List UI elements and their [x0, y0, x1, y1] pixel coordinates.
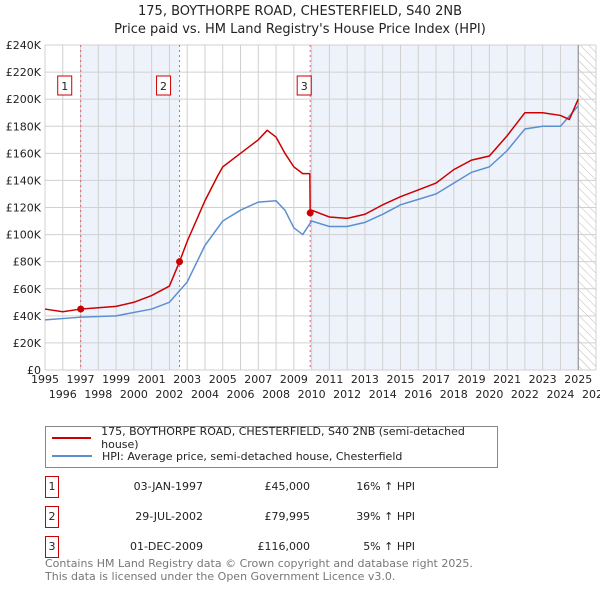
- sale-number: 1: [45, 476, 59, 498]
- x-tick-label: 2014: [369, 388, 397, 401]
- sale-date: 03-JAN-1997: [133, 480, 203, 493]
- price-paid-line: [44, 98, 579, 313]
- y-tick-label: £200K: [6, 93, 42, 106]
- x-tick-label: 2010: [298, 388, 326, 401]
- x-tick-label: 2020: [475, 388, 503, 401]
- y-tick-label: £160K: [6, 147, 42, 160]
- x-tick-label: 2024: [546, 388, 574, 401]
- y-tick-label: £0: [27, 364, 41, 377]
- x-tick-label: 2026: [582, 388, 600, 401]
- sale-label-3: 3: [301, 80, 308, 93]
- x-tick-label: 2019: [458, 373, 486, 386]
- x-tick-label: 2023: [529, 373, 557, 386]
- x-tick-label: 2009: [280, 373, 308, 386]
- sale-point-3: [306, 209, 314, 217]
- y-tick-label: £60K: [13, 283, 42, 296]
- y-tick-label: £20K: [13, 337, 42, 350]
- sale-hpi-diff: 39% ↑ HPI: [356, 510, 415, 523]
- legend-label-hpi: HPI: Average price, semi-detached house,…: [102, 449, 403, 463]
- x-tick-label: 2018: [440, 388, 468, 401]
- footer-line-2: This data is licensed under the Open Gov…: [45, 570, 396, 583]
- x-tick-label: 1995: [31, 373, 59, 386]
- x-tick-label: 2021: [493, 373, 521, 386]
- legend-blue-line: [52, 455, 92, 457]
- sale-price: £45,000: [264, 480, 311, 493]
- sale-number: 2: [45, 506, 59, 528]
- legend-red-line: [52, 437, 92, 439]
- sale-label-box-1: [57, 75, 73, 96]
- sale-row: 2 29-JUL-2002 £79,995 39% ↑ HPI: [45, 506, 445, 528]
- y-tick-label: £100K: [6, 229, 42, 242]
- x-tick-label: 2013: [351, 373, 379, 386]
- x-tick-label: 2008: [262, 388, 290, 401]
- y-tick-label: £140K: [6, 174, 42, 187]
- sale-point-1: [77, 305, 85, 313]
- sale-hpi-diff: 16% ↑ HPI: [356, 480, 415, 493]
- y-tick-label: £120K: [6, 202, 42, 215]
- sale-label-box-3: [296, 75, 312, 96]
- x-tick-label: 2017: [422, 373, 450, 386]
- sale-number: 3: [45, 536, 59, 558]
- sale-price: £79,995: [264, 510, 311, 523]
- y-tick-label: £40K: [13, 310, 42, 323]
- y-tick-label: £80K: [13, 256, 42, 269]
- sale-label-1: 1: [61, 80, 68, 93]
- y-tick-label: £180K: [6, 120, 42, 133]
- sale-row: 3 01-DEC-2009 £116,000 5% ↑ HPI: [45, 536, 445, 558]
- x-tick-label: 1996: [49, 388, 77, 401]
- x-tick-label: 1998: [84, 388, 112, 401]
- x-tick-label: 1997: [67, 373, 95, 386]
- chart: 1995 1996 1997 1998 1999 2000 2001 2002 2003 2004…: [6, 39, 600, 401]
- x-tick-label: 1999: [102, 373, 130, 386]
- x-tick-label: 2022: [511, 388, 539, 401]
- x-tick-label: 2001: [138, 373, 166, 386]
- x-tick-label: 2015: [386, 373, 414, 386]
- sale-point-2: [176, 258, 184, 266]
- hpi-line: [44, 105, 579, 321]
- y-tick-label: £240K: [6, 39, 42, 52]
- legend-label-price: 175, BOYTHORPE ROAD, CHESTERFIELD, S40 2…: [101, 425, 465, 451]
- x-tick-label: 2016: [404, 388, 432, 401]
- x-tick-label: 2005: [209, 373, 237, 386]
- sale-label-box-2: [156, 75, 172, 96]
- sale-price: £116,000: [257, 540, 311, 553]
- legend: 175, BOYTHORPE ROAD, CHESTERFIELD, S40 2…: [45, 425, 498, 468]
- x-tick-label: 2003: [173, 373, 201, 386]
- x-tick-label: 2004: [191, 388, 219, 401]
- x-tick-label: 2002: [155, 388, 183, 401]
- y-tick-label: £220K: [6, 66, 42, 79]
- sale-hpi-diff: 5% ↑ HPI: [363, 540, 415, 553]
- chart-title: 175, BOYTHORPE ROAD, CHESTERFIELD, S40 2…: [138, 4, 462, 19]
- x-tick-label: 2025: [564, 373, 592, 386]
- sale-row: 1 03-JAN-1997 £45,000 16% ↑ HPI: [45, 476, 445, 498]
- sale-label-2: 2: [160, 80, 167, 93]
- chart-subtitle: Price paid vs. HM Land Registry's House …: [114, 22, 486, 37]
- x-tick-label: 2007: [244, 373, 272, 386]
- x-tick-label: 2012: [333, 388, 361, 401]
- sale-date: 29-JUL-2002: [135, 510, 203, 523]
- footer: Contains HM Land Registry data © Crown c…: [45, 557, 473, 583]
- x-tick-label: 2011: [315, 373, 343, 386]
- sale-date: 01-DEC-2009: [129, 540, 203, 553]
- x-tick-label: 2000: [120, 388, 148, 401]
- footer-line-1: Contains HM Land Registry data © Crown c…: [45, 557, 473, 570]
- x-tick-label: 2006: [227, 388, 255, 401]
